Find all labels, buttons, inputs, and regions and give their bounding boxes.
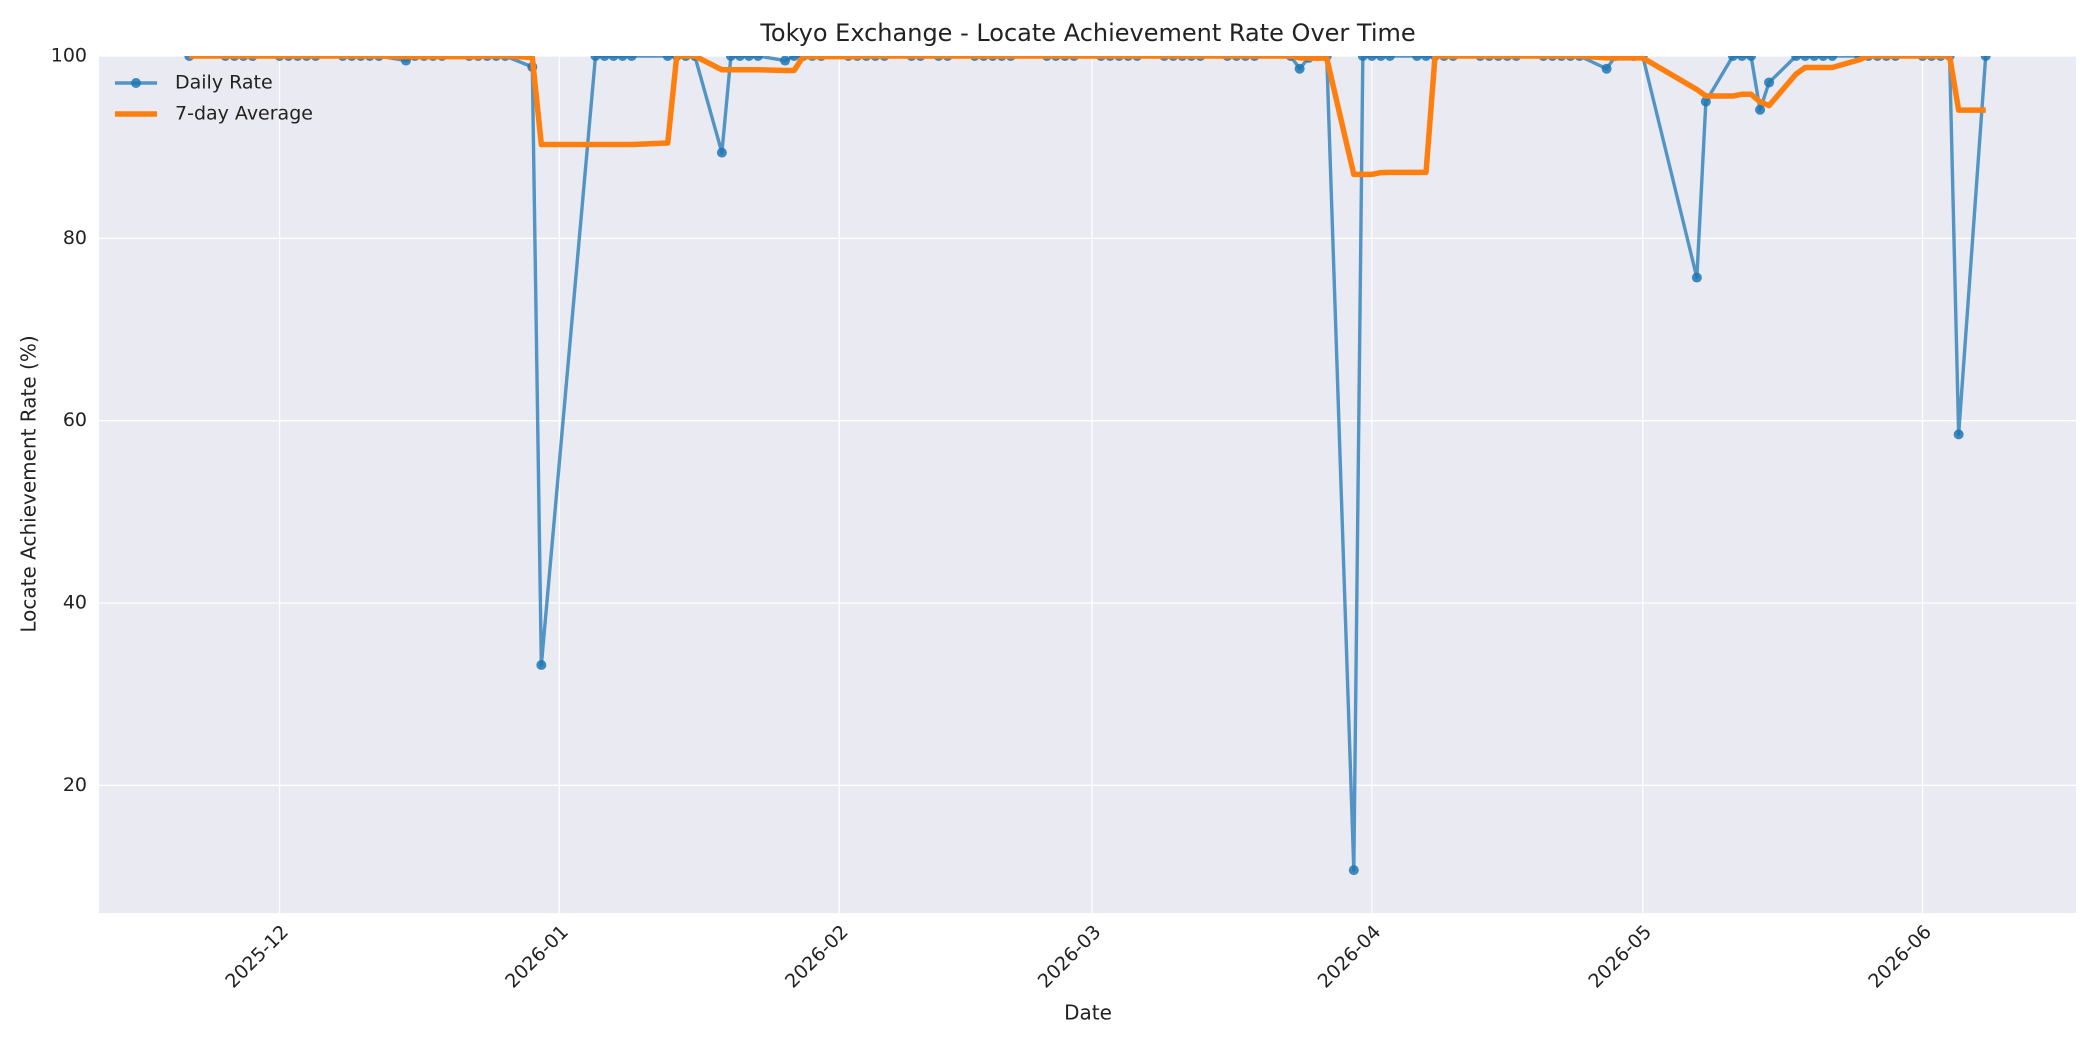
data-point — [626, 56, 637, 61]
data-point — [743, 56, 754, 61]
x-tick-label: 2026-01 — [501, 921, 573, 993]
x-axis-label: Date — [1064, 1001, 1112, 1025]
data-point — [725, 56, 736, 61]
data-point — [1800, 56, 1811, 61]
x-tick-label: 2026-02 — [781, 921, 853, 993]
data-point — [1384, 56, 1395, 61]
data-point — [1736, 56, 1747, 61]
data-point — [1755, 104, 1766, 115]
data-point — [590, 56, 601, 61]
y-axis-label: Locate Achievement Rate (%) — [17, 335, 41, 632]
legend: Daily Rate 7-day Average — [115, 72, 313, 125]
data-layer — [184, 56, 1991, 876]
data-point — [1601, 63, 1612, 74]
x-tick-label: 2026-05 — [1584, 921, 1656, 993]
data-point — [662, 56, 673, 61]
data-point — [753, 56, 763, 61]
data-point — [617, 56, 628, 61]
data-point — [1764, 77, 1775, 88]
legend-label: Daily Rate — [175, 72, 273, 94]
y-tick-label: 20 — [63, 774, 87, 796]
data-point — [780, 56, 791, 66]
data-point — [599, 56, 610, 61]
x-tick-label: 2026-06 — [1864, 921, 1936, 993]
legend-label: 7-day Average — [175, 103, 313, 125]
data-point — [716, 147, 727, 158]
x-tick-label: 2026-03 — [1034, 921, 1106, 993]
data-point — [1375, 56, 1386, 61]
data-point — [1294, 63, 1305, 74]
x-tick-label: 2025-12 — [221, 921, 293, 993]
chart-title: Tokyo Exchange - Locate Achievement Rate… — [759, 19, 1415, 47]
data-point — [1357, 56, 1368, 61]
y-tick-label: 80 — [63, 227, 87, 249]
data-point — [1746, 56, 1757, 61]
series-line — [189, 56, 1988, 872]
data-point — [1691, 272, 1702, 283]
legend-marker — [131, 78, 141, 88]
data-point — [1421, 56, 1432, 61]
y-tick-label: 60 — [63, 409, 87, 431]
data-point — [1827, 56, 1838, 61]
data-point — [1791, 56, 1802, 61]
data-point — [1818, 56, 1829, 61]
data-point — [789, 56, 800, 61]
y-tick-label: 100 — [51, 45, 87, 67]
data-point — [608, 56, 619, 61]
data-point — [1412, 56, 1422, 61]
x-tick-label: 2026-04 — [1314, 921, 1386, 993]
data-point — [1366, 56, 1377, 61]
data-point — [1953, 429, 1964, 440]
data-point — [1348, 865, 1359, 876]
data-point — [1980, 56, 1991, 61]
plot-area — [99, 56, 2076, 913]
data-point — [1700, 96, 1711, 107]
y-tick-label: 40 — [63, 592, 87, 614]
data-point — [1809, 56, 1820, 61]
series-line — [189, 56, 1986, 178]
data-point — [536, 660, 547, 671]
data-point — [1727, 56, 1738, 61]
data-point — [734, 56, 745, 61]
